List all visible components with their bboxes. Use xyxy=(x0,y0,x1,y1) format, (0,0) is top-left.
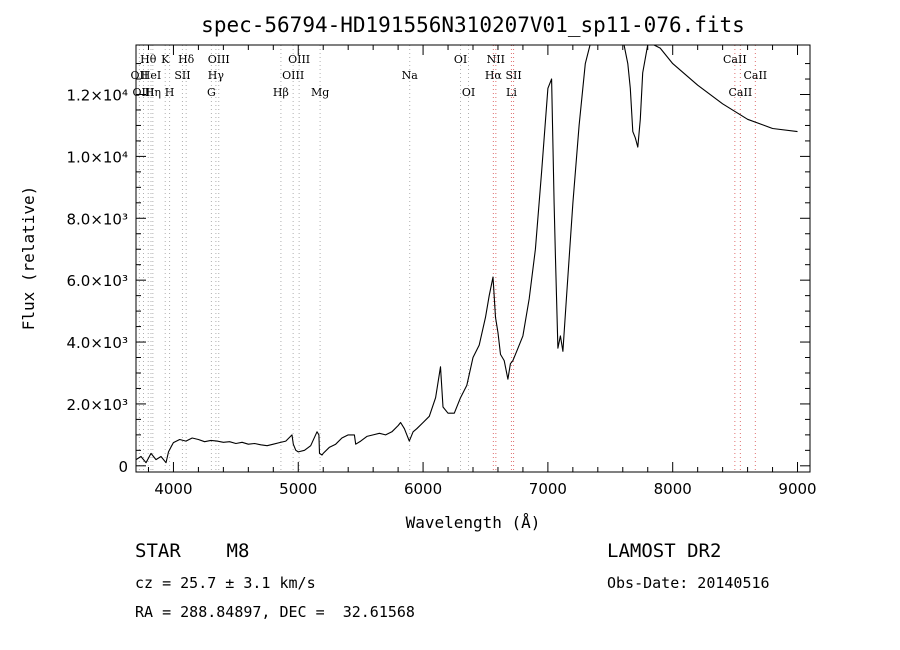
spectral-line-label: OIII xyxy=(282,69,304,82)
plot-frame xyxy=(135,44,811,473)
spectral-line-label: Na xyxy=(402,69,419,82)
y-tick-label: 1.0×10⁴ xyxy=(66,148,128,166)
spectral-line-label: H xyxy=(165,86,175,99)
spectral-line-label: CaII xyxy=(743,69,767,82)
x-tick-label: 8000 xyxy=(654,480,692,498)
y-tick-label: 8.0×10³ xyxy=(66,210,128,228)
x-axis-ticks: 4000 5000 6000 7000 8000 9000 xyxy=(147,45,817,498)
spectral-line-label: OII xyxy=(131,69,149,82)
spectral-line-label: K xyxy=(161,53,170,66)
spectral-line-label: OIII xyxy=(132,86,154,99)
spectral-line-label: Li xyxy=(506,86,517,99)
observation-date: Obs-Date: 20140516 xyxy=(607,574,770,592)
spectral-line-label: OIII xyxy=(208,53,230,66)
y-tick-label: 0 xyxy=(118,458,128,476)
spectral-line-labels: Hθ OII OIII HeI Hη K SII H Hδ OIII Hγ G OIII OIII Hβ Mg… xyxy=(131,53,768,99)
spectral-lines xyxy=(138,45,756,472)
x-tick-label: 7000 xyxy=(529,480,567,498)
x-axis-title: Wavelength (Å) xyxy=(406,513,541,532)
spectral-line-label: OIII xyxy=(288,53,310,66)
y-tick-label: 6.0×10³ xyxy=(66,272,128,290)
spectral-line-label: Hθ xyxy=(140,53,157,66)
chart-title: spec-56794-HD191556N310207V01_sp11-076.f… xyxy=(201,13,745,37)
spectrum-line xyxy=(136,45,798,464)
spectrum-series xyxy=(136,45,798,464)
spectral-line-label: Hβ xyxy=(273,86,289,99)
x-tick-label: 5000 xyxy=(279,480,317,498)
x-tick-label: 6000 xyxy=(404,480,442,498)
x-tick-label: 9000 xyxy=(778,480,816,498)
spectral-line-label: Hη xyxy=(145,86,161,99)
spectral-line-label: Hα xyxy=(485,69,503,82)
x-tick-label: 4000 xyxy=(154,480,192,498)
y-axis-title: Flux (relative) xyxy=(19,186,38,331)
y-tick-label: 1.2×10⁴ xyxy=(66,87,128,105)
spectral-line-label: CaII xyxy=(729,86,753,99)
star-classification: STAR M8 xyxy=(135,540,250,562)
y-axis-ticks: 0 2.0×10³ 4.0×10³ 6.0×10³ 8.0×10³ 1.0×10⁴ 1.2×… xyxy=(66,63,810,476)
spectral-line-label: OI xyxy=(454,53,467,66)
spectral-line-label: Hγ xyxy=(208,69,225,82)
spectral-line-label: SII xyxy=(174,69,190,82)
redshift-readout: cz = 25.7 ± 3.1 km/s xyxy=(135,574,316,592)
spectral-line-label: HeI xyxy=(141,69,161,82)
spectral-line-label: Mg xyxy=(311,86,329,99)
ra-dec-coordinates: RA = 288.84897, DEC = 32.61568 xyxy=(135,603,415,621)
y-tick-label: 2.0×10³ xyxy=(66,396,128,414)
spectral-line-label: CaII xyxy=(723,53,747,66)
spectral-line-label: SII xyxy=(505,69,521,82)
spectral-line-label: OI xyxy=(462,86,475,99)
y-tick-label: 4.0×10³ xyxy=(66,334,128,352)
spectral-line-label: G xyxy=(207,86,216,99)
spectral-line-label: NII xyxy=(487,53,505,66)
survey-name: LAMOST DR2 xyxy=(607,540,722,562)
spectral-line-label: Hδ xyxy=(178,53,195,66)
